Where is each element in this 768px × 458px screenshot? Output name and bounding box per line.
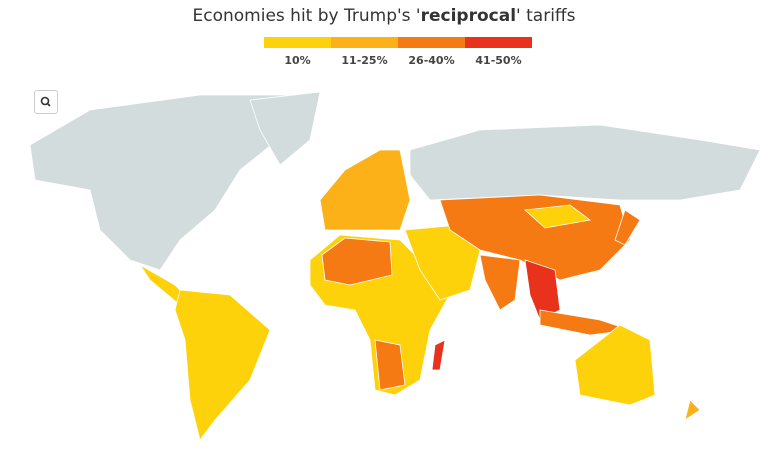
title-text: ' tariffs [516,6,576,26]
search-icon [40,96,51,107]
india [479,254,521,311]
legend-swatch [398,37,465,48]
russia [409,124,761,201]
legend-label: 26-40% [408,54,455,67]
mongolia [524,204,591,229]
legend-item: 11-25% [331,37,398,67]
legend-label: 11-25% [341,54,388,67]
legend-item: 26-40% [398,37,465,67]
zoom-button[interactable] [34,90,58,114]
legend-label: 10% [284,54,311,67]
north-africa [321,237,393,286]
japan [614,209,641,246]
legend-swatch [331,37,398,48]
legend-swatch [465,37,532,48]
europe [319,149,411,231]
madagascar [431,339,446,371]
southern-africa [374,339,406,391]
greenland [249,91,321,166]
title: Economies hit by Trump's 'reciprocal' ta… [0,6,768,26]
new-zealand [684,399,701,421]
title-text: Economies hit by Trump's ' [192,6,421,26]
legend-label: 41-50% [475,54,522,67]
legend-swatch [264,37,331,48]
south-america [174,289,271,441]
north-america [29,94,301,271]
legend-item: 10% [264,37,331,67]
australia [574,324,656,406]
title-emphasis: reciprocal [420,6,517,26]
legend-item: 41-50% [465,37,532,67]
legend: 10% 11-25% 26-40% 41-50% [264,37,532,67]
